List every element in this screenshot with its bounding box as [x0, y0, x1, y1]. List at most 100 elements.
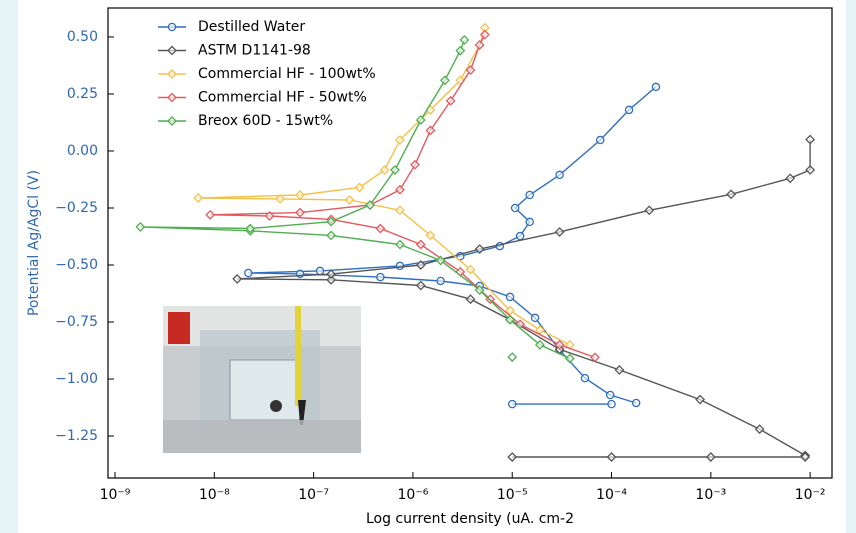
data-point	[465, 294, 476, 305]
data-point	[395, 135, 405, 145]
data-point	[232, 273, 243, 284]
data-point	[436, 276, 445, 286]
data-point	[390, 164, 400, 175]
data-point	[395, 239, 405, 250]
data-point	[785, 173, 796, 184]
legend-label: ASTM D1141-98	[198, 43, 311, 59]
x-tick-label: 10⁻⁴	[596, 487, 627, 503]
data-point	[264, 211, 275, 221]
data-point	[326, 274, 337, 285]
y-axis-label: Potential Ag/AgCl (V)	[26, 170, 42, 316]
data-point	[564, 353, 575, 364]
data-point	[395, 261, 405, 271]
data-point	[507, 399, 517, 409]
data-point	[505, 292, 515, 302]
legend-label: Breox 60D - 15wt%	[198, 113, 333, 129]
data-point	[135, 222, 146, 232]
data-point	[555, 170, 564, 180]
data-point	[505, 305, 515, 316]
y-tick-label: 0.00	[67, 143, 98, 159]
data-point	[455, 45, 466, 56]
data-point	[244, 268, 253, 278]
data-point	[631, 398, 641, 408]
data-point	[624, 105, 634, 115]
data-point	[295, 207, 305, 218]
legend-label: Commercial HF - 50wt%	[198, 90, 367, 106]
data-point	[415, 280, 426, 291]
data-point	[205, 209, 216, 220]
x-tick-label: 10⁻⁷	[298, 487, 329, 503]
data-point	[315, 266, 325, 276]
x-tick-label: 10⁻⁸	[199, 487, 230, 503]
plot-frame	[107, 7, 833, 479]
data-point	[651, 82, 661, 92]
data-point	[295, 190, 305, 200]
data-point	[193, 193, 204, 203]
y-tick-label: −1.00	[55, 371, 98, 387]
data-point	[415, 260, 426, 270]
data-point	[607, 399, 616, 409]
y-tick-label: −0.25	[55, 200, 98, 216]
legend-marker	[167, 22, 177, 32]
data-point	[474, 40, 485, 50]
data-point	[440, 75, 450, 86]
data-point	[479, 29, 490, 40]
x-tick-label: 10⁻⁹	[100, 487, 131, 503]
data-point	[554, 227, 565, 237]
data-point	[507, 352, 518, 363]
data-point	[354, 182, 365, 193]
x-tick-label: 10⁻²	[795, 487, 826, 503]
data-point	[410, 159, 420, 170]
data-point	[800, 452, 811, 462]
legend-marker	[167, 69, 177, 79]
data-point	[275, 193, 286, 204]
x-axis-label: Log current density (uA. cm-2	[366, 511, 574, 527]
data-point	[510, 203, 520, 213]
data-point	[505, 314, 515, 325]
data-point	[474, 244, 485, 254]
data-point	[525, 190, 534, 200]
data-point	[605, 390, 615, 400]
data-point	[589, 352, 600, 363]
legend-marker	[167, 116, 177, 126]
data-point	[754, 424, 765, 435]
data-point	[644, 205, 655, 216]
data-point	[507, 452, 518, 462]
legend-marker	[167, 45, 177, 56]
data-point	[425, 230, 436, 241]
data-point	[326, 230, 337, 241]
y-tick-label: 0.50	[67, 29, 98, 45]
data-point	[705, 452, 716, 462]
y-tick-label: −0.50	[55, 257, 98, 273]
x-tick-label: 10⁻⁵	[497, 487, 528, 503]
data-point	[580, 373, 590, 383]
data-point	[465, 65, 476, 75]
data-point	[376, 272, 385, 282]
data-point	[695, 394, 706, 405]
data-point	[554, 339, 565, 350]
data-point	[534, 339, 545, 350]
data-point	[515, 231, 525, 241]
legend-label: Destilled Water	[198, 19, 305, 35]
data-point	[415, 239, 426, 250]
data-point	[465, 264, 476, 275]
x-tick-label: 10⁻³	[695, 487, 726, 503]
y-tick-label: −0.75	[55, 314, 98, 330]
data-point	[326, 216, 337, 227]
data-point	[326, 269, 337, 280]
chart-background	[18, 0, 846, 533]
data-point	[614, 364, 625, 375]
data-point	[425, 125, 436, 136]
data-point	[245, 223, 256, 234]
data-point	[379, 164, 390, 175]
legend-label: Commercial HF - 100wt%	[198, 66, 376, 82]
inset-photo	[163, 306, 361, 453]
y-tick-label: 0.25	[67, 86, 98, 102]
data-point	[445, 95, 456, 106]
data-point	[435, 255, 446, 266]
data-point	[805, 164, 816, 175]
data-point	[395, 205, 405, 216]
data-point	[805, 134, 816, 145]
data-point	[530, 313, 540, 323]
